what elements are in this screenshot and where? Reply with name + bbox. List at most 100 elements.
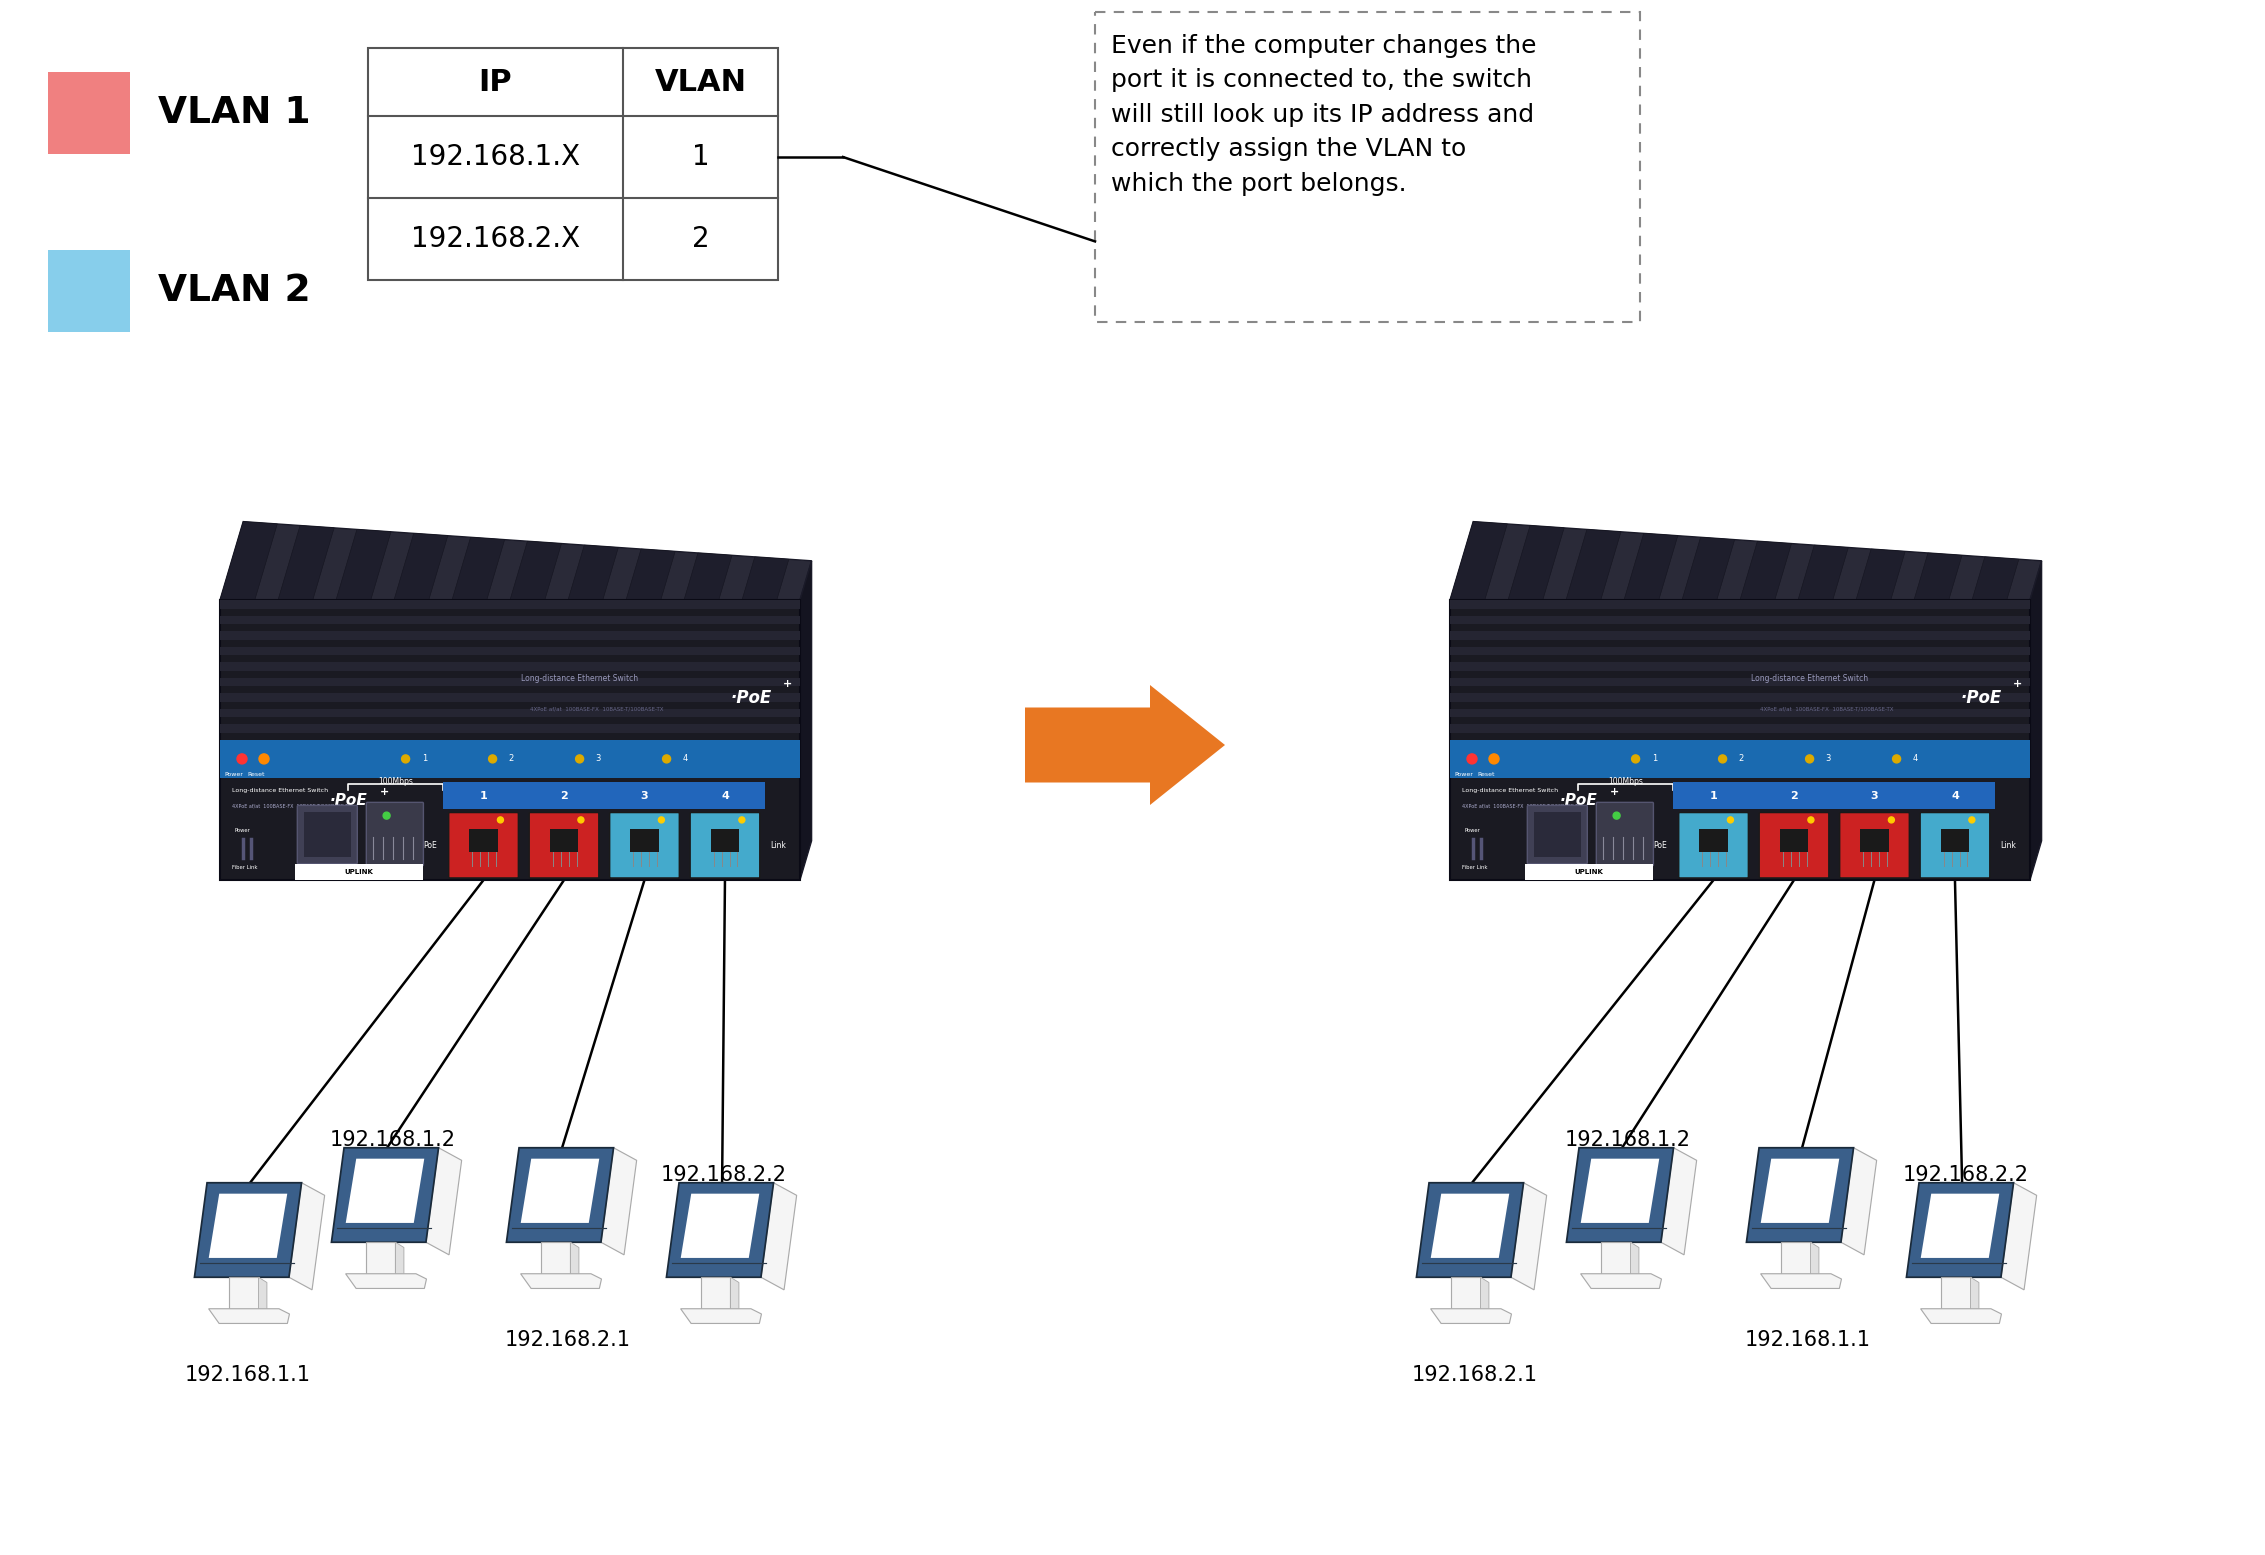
Text: 100Mbps: 100Mbps [1608, 778, 1642, 787]
Text: 3: 3 [641, 790, 648, 801]
Polygon shape [666, 1183, 775, 1277]
Text: VLAN 1: VLAN 1 [159, 95, 310, 131]
Circle shape [498, 816, 503, 823]
Polygon shape [521, 1274, 602, 1289]
Text: 100Mbps: 100Mbps [378, 778, 412, 787]
FancyBboxPatch shape [1597, 802, 1653, 866]
Text: 192.168.1.1: 192.168.1.1 [1744, 1330, 1871, 1350]
Polygon shape [394, 533, 448, 600]
Polygon shape [1841, 1148, 1878, 1255]
Circle shape [1613, 812, 1619, 819]
Polygon shape [331, 1148, 439, 1242]
Circle shape [1719, 754, 1726, 764]
Polygon shape [1416, 1183, 1524, 1277]
Bar [1601, 1242, 1631, 1274]
Bar [1524, 865, 1653, 880]
Polygon shape [507, 1148, 614, 1242]
Bar [541, 1242, 571, 1274]
Bar [220, 616, 800, 624]
Text: VLAN 2: VLAN 2 [159, 274, 310, 309]
Text: 3: 3 [1871, 790, 1878, 801]
Polygon shape [1431, 1194, 1508, 1258]
Circle shape [1468, 754, 1477, 764]
Text: 4: 4 [720, 790, 729, 801]
Text: IP: IP [478, 67, 512, 96]
Text: VLAN: VLAN [655, 67, 747, 96]
Polygon shape [220, 521, 276, 600]
Polygon shape [2029, 561, 2041, 880]
Text: 4XPoE af/at  100BASE-FX  10BASE-T/100BASE-TX: 4XPoE af/at 100BASE-FX 10BASE-T/100BASE-… [530, 706, 664, 712]
Bar [1780, 829, 1807, 852]
Polygon shape [1907, 1183, 2014, 1277]
Bar [702, 1277, 732, 1309]
Circle shape [1488, 754, 1499, 764]
Text: 4: 4 [1950, 790, 1959, 801]
Text: 1: 1 [1651, 754, 1658, 764]
Bar [1941, 829, 1968, 852]
Bar [1450, 678, 2029, 686]
Polygon shape [1810, 1242, 1819, 1280]
Text: Reset: Reset [1477, 771, 1495, 778]
Polygon shape [1760, 1158, 1839, 1222]
Bar [220, 709, 800, 717]
Text: Long-distance Ethernet Switch: Long-distance Ethernet Switch [231, 787, 328, 793]
Bar [1450, 631, 2029, 639]
Circle shape [1968, 816, 1975, 823]
Bar [220, 662, 800, 670]
FancyBboxPatch shape [530, 813, 598, 879]
Bar [220, 694, 800, 701]
FancyArrow shape [1026, 686, 1225, 805]
Text: 2: 2 [559, 790, 569, 801]
Bar [220, 678, 800, 686]
Text: 1: 1 [1710, 790, 1717, 801]
Polygon shape [396, 1242, 403, 1280]
Bar [1699, 829, 1728, 852]
Circle shape [659, 816, 664, 823]
Circle shape [1807, 816, 1814, 823]
Bar [367, 1242, 396, 1274]
Text: Long-distance Ethernet Switch: Long-distance Ethernet Switch [1461, 787, 1558, 793]
Text: 192.168.1.X: 192.168.1.X [410, 143, 580, 171]
Bar [294, 865, 424, 880]
Polygon shape [1798, 546, 1848, 600]
Polygon shape [1624, 533, 1678, 600]
Polygon shape [600, 1148, 636, 1255]
Text: ·PoE: ·PoE [729, 689, 772, 708]
Text: Link: Link [2000, 841, 2016, 849]
Polygon shape [1760, 1274, 1841, 1289]
Circle shape [489, 754, 496, 764]
Circle shape [1631, 754, 1640, 764]
Polygon shape [1855, 549, 1905, 600]
Text: +: + [1610, 787, 1619, 798]
Polygon shape [347, 1158, 424, 1222]
Bar [1674, 782, 1995, 810]
Polygon shape [1921, 1309, 2002, 1323]
Text: PoE: PoE [1653, 841, 1667, 849]
Polygon shape [1683, 538, 1735, 600]
FancyBboxPatch shape [367, 802, 424, 866]
Bar [1450, 694, 2029, 701]
Text: UPLINK: UPLINK [344, 869, 374, 875]
Polygon shape [680, 1309, 761, 1323]
Polygon shape [1565, 529, 1622, 600]
Polygon shape [258, 1277, 267, 1314]
Bar [630, 829, 659, 852]
Bar [1780, 1242, 1810, 1274]
Polygon shape [1746, 1148, 1853, 1242]
Text: 192.168.1.2: 192.168.1.2 [331, 1130, 455, 1151]
Bar [1450, 600, 2029, 880]
Bar [1941, 1277, 1971, 1309]
Polygon shape [208, 1309, 290, 1323]
Bar [48, 250, 129, 333]
Text: Power: Power [236, 829, 251, 833]
Text: 2: 2 [510, 754, 514, 764]
Bar [220, 647, 800, 655]
Polygon shape [743, 557, 788, 600]
Text: 192.168.2.2: 192.168.2.2 [1903, 1165, 2029, 1185]
Polygon shape [1740, 541, 1792, 600]
Text: Reset: Reset [247, 771, 265, 778]
Circle shape [238, 754, 247, 764]
Polygon shape [761, 1183, 797, 1289]
Polygon shape [1431, 1309, 1511, 1323]
Bar [1450, 740, 2029, 778]
